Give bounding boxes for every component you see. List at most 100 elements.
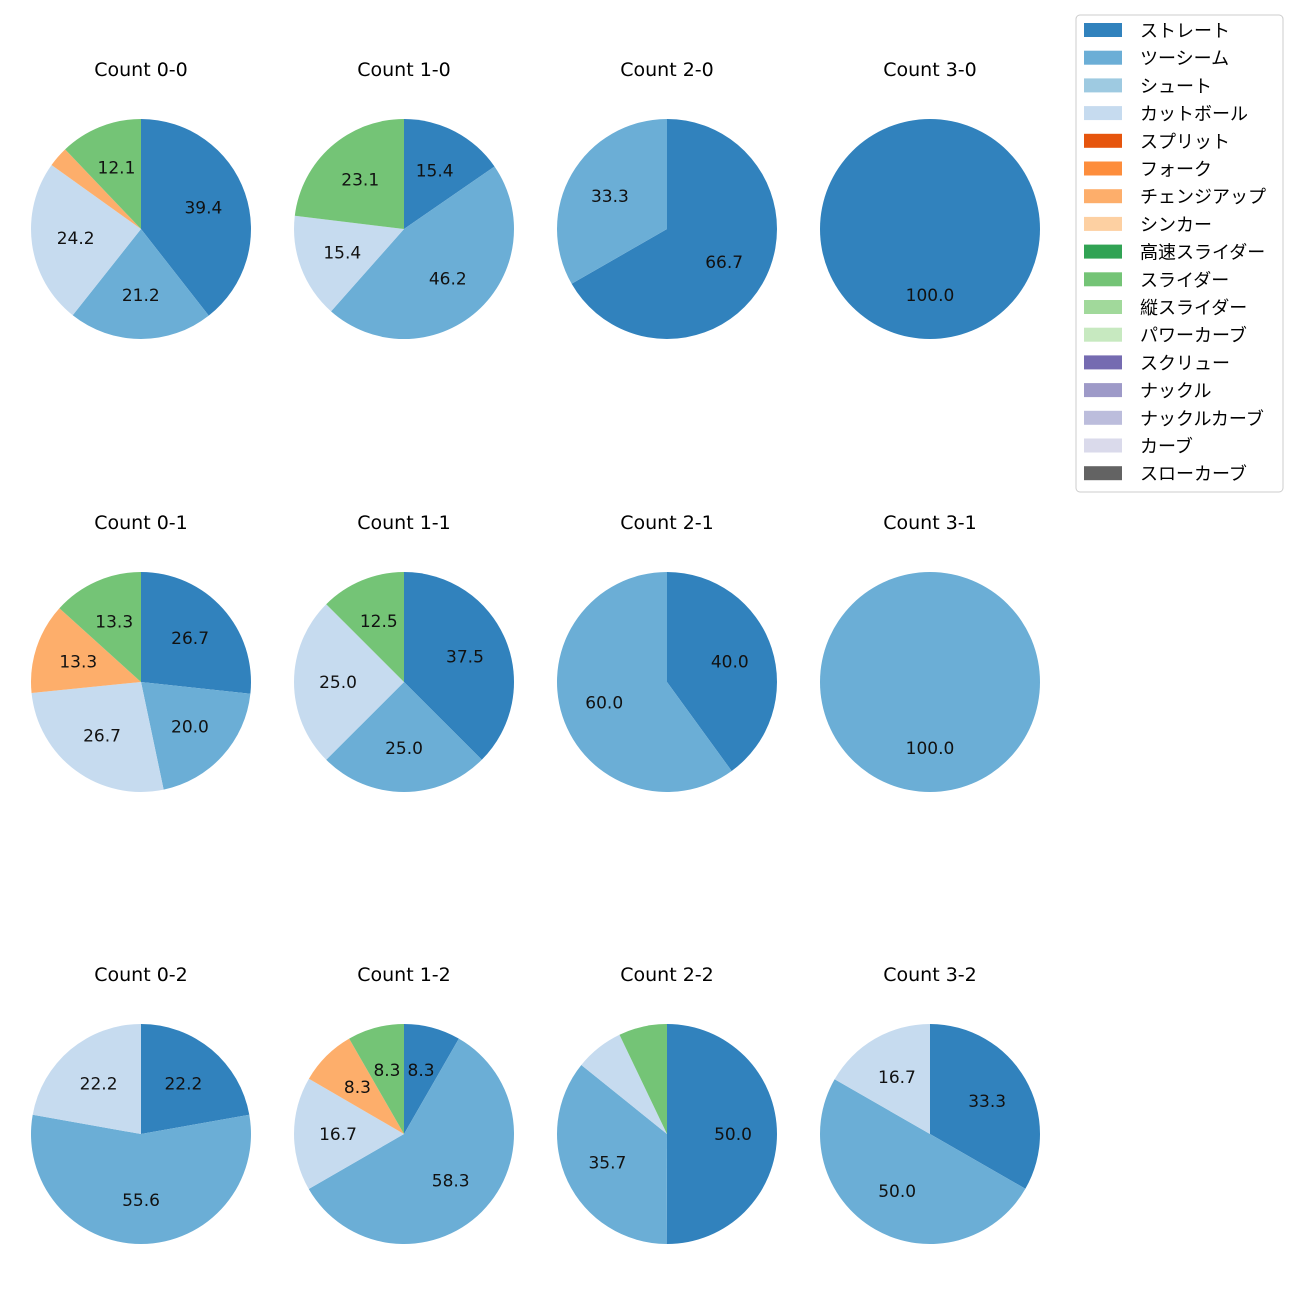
- legend-swatch: [1084, 50, 1122, 65]
- pie-slice: [72, 229, 209, 339]
- pie-count-3-2: Count 3-2 33.3 50.0 16.7: [819, 964, 1041, 1244]
- slice-label: 22.2: [80, 1074, 118, 1094]
- slice-label: 20.0: [171, 717, 209, 737]
- slice-label: 15.4: [323, 243, 361, 263]
- pie-count-2-0: Count 2-0 66.7 33.3: [556, 59, 777, 339]
- pie-slice: [51, 149, 141, 229]
- legend-label: シュート: [1140, 76, 1212, 97]
- pie-slice: [819, 1079, 1026, 1244]
- pie-slice: [331, 166, 514, 339]
- slice-label: 16.7: [319, 1125, 357, 1145]
- slice-label: 24.2: [57, 229, 95, 249]
- legend-label: ナックル: [1140, 381, 1211, 402]
- pie-slice: [31, 608, 141, 694]
- slice-label: 50.0: [714, 1125, 752, 1145]
- slice-label: 39.4: [184, 199, 222, 219]
- slice-label: 37.5: [446, 648, 484, 668]
- pie-slice: [294, 119, 404, 229]
- legend-item: スクリュー: [1084, 353, 1230, 374]
- legend-item: ツーシーム: [1084, 49, 1229, 70]
- legend-swatch: [1084, 438, 1122, 453]
- legend-swatch: [1084, 466, 1122, 481]
- legend-label: スローカーブ: [1140, 463, 1247, 485]
- slice-label: 8.3: [344, 1078, 371, 1098]
- legend-item: シンカー: [1084, 215, 1212, 236]
- slice-label: 21.2: [122, 286, 160, 306]
- legend-label: シンカー: [1140, 215, 1212, 236]
- slice-label: 33.3: [591, 187, 629, 207]
- legend: ストレートツーシームシュートカットボールスプリットフォークチェンジアップシンカー…: [1075, 14, 1284, 493]
- slice-label: 46.2: [429, 269, 467, 289]
- pie-slice: [556, 1065, 667, 1244]
- pie-slice: [31, 164, 141, 316]
- slice-label: 13.3: [59, 652, 97, 672]
- slice-label: 50.0: [878, 1182, 916, 1202]
- legend-swatch: [1084, 272, 1122, 287]
- legend-item: カーブ: [1084, 436, 1193, 458]
- pie-title: Count 0-1: [94, 512, 188, 534]
- slice-label: 16.7: [878, 1068, 916, 1088]
- legend-label: ツーシーム: [1140, 49, 1229, 70]
- pie-slice: [32, 1024, 141, 1134]
- pie-count-0-1: Count 0-1 26.7 20.0 26.7 13.3 13.3: [31, 512, 251, 792]
- legend-swatch: [1084, 383, 1122, 398]
- pie-slice: [404, 119, 495, 229]
- pie-slice: [820, 119, 1040, 339]
- pie-slice: [141, 682, 251, 790]
- legend-swatch: [1084, 216, 1122, 231]
- slice-label: 13.3: [95, 613, 133, 633]
- legend-swatch: [1084, 23, 1122, 37]
- pie-slice: [930, 1024, 1041, 1189]
- legend-item: シュート: [1084, 76, 1212, 97]
- pie-slice: [141, 119, 251, 316]
- pie-title: Count 1-1: [357, 512, 451, 534]
- legend-item: ストレート: [1084, 21, 1230, 42]
- pie-title: Count 2-2: [620, 964, 714, 986]
- pie-slice: [404, 1024, 459, 1134]
- pie-count-1-2: Count 1-28.358.316.78.38.3: [294, 964, 515, 1245]
- pie-slice: [581, 1034, 667, 1134]
- legend-label: カットボール: [1140, 104, 1248, 125]
- legend-label: スプリット: [1140, 132, 1230, 153]
- legend-swatch: [1084, 300, 1122, 314]
- pie-count-3-0: Count 3-0 100.0: [820, 59, 1040, 339]
- slice-label: 33.3: [968, 1092, 1006, 1112]
- pie-count-3-1: Count 3-1 100.0: [820, 512, 1040, 792]
- pie-slice: [65, 119, 141, 229]
- legend-item: ナックルカーブ: [1084, 408, 1264, 430]
- pie-title: Count 3-0: [883, 59, 977, 81]
- legend-swatch: [1084, 410, 1122, 425]
- legend-label: フォーク: [1140, 160, 1212, 181]
- legend-item: スローカーブ: [1084, 463, 1247, 485]
- legend-label: スライダー: [1140, 270, 1229, 291]
- pie-count-0-2: Count 0-2 22.2 55.6 22.2: [31, 964, 252, 1244]
- legend-swatch: [1084, 78, 1122, 93]
- pie-title: Count 2-1: [620, 512, 714, 534]
- legend-item: フォーク: [1084, 160, 1212, 181]
- slice-label: 15.4: [416, 162, 454, 182]
- slice-label: 100.0: [906, 286, 955, 306]
- pie-count-1-1: Count 1-1 37.5 25.0 25.0 12.5: [294, 512, 514, 792]
- legend-item: スプリット: [1084, 132, 1230, 153]
- pie-slice: [294, 604, 404, 760]
- slice-label: 25.0: [385, 739, 423, 759]
- pie-slice: [571, 119, 777, 339]
- legend-label: ストレート: [1140, 21, 1230, 42]
- pie-slice: [834, 1024, 930, 1134]
- pie-title: Count 1-2: [357, 964, 451, 986]
- pie-slice: [666, 1024, 777, 1245]
- pie-slice: [141, 1024, 250, 1134]
- slice-label: 8.3: [408, 1061, 435, 1081]
- pie-slice: [31, 682, 164, 792]
- pie-title: Count 0-0: [94, 59, 188, 81]
- slice-label: 8.3: [373, 1061, 400, 1081]
- pie-title: Count 3-2: [883, 964, 977, 986]
- slice-label: 12.5: [360, 612, 398, 632]
- pie-count-2-2: Count 2-2 50.0 35.7: [556, 964, 777, 1245]
- slice-label: 26.7: [171, 629, 209, 649]
- pie-slice: [820, 572, 1040, 792]
- pie-slice: [326, 682, 482, 792]
- pie-panels: Count 0-0 39.4 21.2 24.2 12.1 Count 1-0 15.4 46…: [31, 59, 1041, 1245]
- legend-swatch: [1084, 106, 1122, 121]
